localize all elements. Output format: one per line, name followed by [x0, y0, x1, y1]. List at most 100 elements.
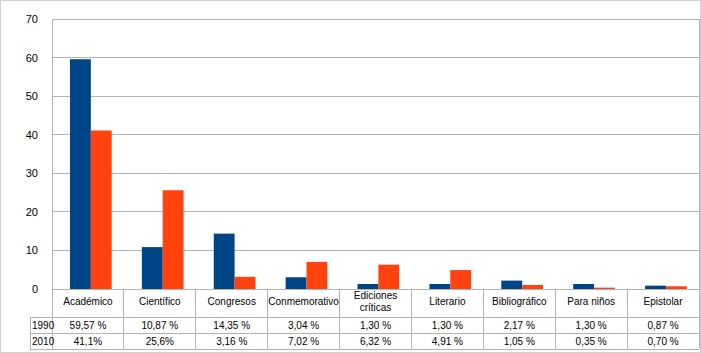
- table-line: [699, 289, 700, 349]
- x-tick-label: Para niños: [567, 296, 615, 307]
- x-tick: Conmemorativo: [268, 289, 339, 307]
- x-tick-label-line: Científico: [139, 296, 181, 307]
- x-tick: Académico: [63, 289, 113, 307]
- y-tick: 0: [32, 283, 52, 295]
- x-tick-label: Bibliográfico: [492, 296, 547, 307]
- x-tick: Literario: [429, 289, 466, 307]
- x-tick: Edicionescríticas: [354, 289, 397, 313]
- x-tick: Bibliográfico: [492, 289, 547, 307]
- bar: [214, 234, 235, 289]
- y-axis: 0 10 20 30 40 50 60 70: [26, 13, 53, 295]
- table-cell: 10,87 %: [141, 320, 178, 331]
- bars: [70, 59, 687, 289]
- x-axis: Académico Científico Congresos Conmemorativ…: [53, 289, 700, 313]
- y-tick-label: 10: [26, 244, 38, 256]
- chart: 0 10 20 30 40 50 60 70 1990 59,57 % 10,87 % 14,35 %…: [0, 0, 701, 353]
- table-line: [411, 289, 412, 349]
- y-tick: 50: [26, 90, 52, 102]
- bar: [286, 277, 307, 289]
- x-tick-label-line: Literario: [429, 296, 466, 307]
- table-cell: 25,6%: [146, 336, 174, 347]
- bar: [573, 284, 594, 289]
- bar: [378, 265, 399, 289]
- table-cell: 0,35 %: [576, 336, 607, 347]
- bar: [645, 286, 666, 289]
- grid-line: [52, 96, 699, 97]
- table-line: [30, 333, 699, 334]
- x-tick-label-line: Congresos: [208, 296, 256, 307]
- bar: [70, 59, 91, 289]
- bar: [501, 281, 522, 289]
- legend-label: 2010: [32, 336, 55, 347]
- bar: [358, 284, 379, 289]
- y-tick-label: 60: [26, 52, 38, 64]
- y-tick: 60: [26, 52, 52, 64]
- x-tick: Congresos: [208, 289, 256, 307]
- x-tick-label-line: Conmemorativo: [268, 296, 339, 307]
- x-tick-label-line: Académico: [63, 296, 113, 307]
- x-tick-label-line: Ediciones: [354, 290, 397, 301]
- bar: [306, 262, 327, 289]
- table-line: [483, 289, 484, 349]
- table-cell: 1,30 %: [360, 320, 391, 331]
- x-tick: Epistolar: [644, 289, 684, 307]
- table-cell: 3,16 %: [216, 336, 247, 347]
- bar: [429, 284, 450, 289]
- grid-line: [52, 173, 699, 174]
- bar: [450, 270, 471, 289]
- table-row: 59,57 % 10,87 % 14,35 % 3,04 % 1,30 % 1,30 % 2…: [70, 320, 679, 331]
- grid: [52, 19, 699, 289]
- x-tick-label-line: críticas: [360, 302, 392, 313]
- y-tick-label: 30: [26, 167, 38, 179]
- x-tick-label: Congresos: [208, 296, 256, 307]
- data-table: 1990 59,57 % 10,87 % 14,35 % 3,04 % 1,30 % 1,3…: [30, 289, 699, 349]
- bar: [163, 190, 184, 289]
- table-cell: 59,57 %: [70, 320, 107, 331]
- bar-series: [91, 130, 687, 289]
- table-line: [30, 317, 699, 318]
- table-line: [123, 289, 124, 349]
- x-tick: Para niños: [567, 289, 615, 307]
- table-line: [555, 289, 556, 349]
- y-tick: 10: [26, 244, 52, 256]
- x-tick-label-line: Bibliográfico: [492, 296, 547, 307]
- table-line: [30, 317, 31, 349]
- x-tick-label: Literario: [429, 296, 466, 307]
- background: [1, 1, 701, 353]
- table-cell: 7,02 %: [288, 336, 319, 347]
- table-line: [195, 289, 196, 349]
- y-tick-label: 20: [26, 206, 38, 218]
- legend-label: 1990: [32, 320, 55, 331]
- table-line: [627, 289, 628, 349]
- y-tick: 70: [26, 13, 52, 25]
- table-cell: 3,04 %: [288, 320, 319, 331]
- bar-series: [70, 59, 666, 289]
- grid-line: [52, 134, 699, 135]
- table-cell: 41,1%: [74, 336, 102, 347]
- grid-line: [52, 57, 699, 58]
- y-tick-label: 0: [32, 283, 38, 295]
- table-cell: 2,17 %: [504, 320, 535, 331]
- bar: [142, 247, 163, 289]
- y-tick: 40: [26, 129, 52, 141]
- table-cell: 1,05 %: [504, 336, 535, 347]
- table-cell: 0,70 %: [647, 336, 678, 347]
- grid-line: [52, 211, 699, 212]
- x-tick: Científico: [139, 289, 181, 307]
- bar: [235, 277, 256, 289]
- table-cell: 0,87 %: [647, 320, 678, 331]
- table-cell: 1,30 %: [576, 320, 607, 331]
- table-cell: 6,32 %: [360, 336, 391, 347]
- y-tick-label: 70: [26, 13, 38, 25]
- x-tick-label-line: Epistolar: [644, 296, 684, 307]
- table-row: 41,1%25,6%3,16 %7,02 %6,32 %4,91 %1,05 %…: [74, 336, 679, 347]
- plot-frame: [52, 19, 699, 289]
- y-tick-label: 40: [26, 129, 38, 141]
- y-tick: 20: [26, 206, 52, 218]
- table-cell: 1,30 %: [432, 320, 463, 331]
- y-axis-line: [52, 20, 53, 290]
- table-cell: 14,35 %: [213, 320, 250, 331]
- table-line: [30, 349, 699, 350]
- bar: [522, 285, 543, 289]
- table-line: [339, 289, 340, 349]
